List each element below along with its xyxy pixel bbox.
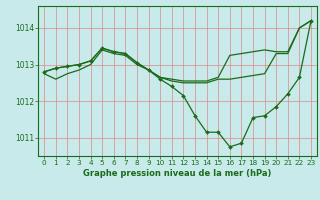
X-axis label: Graphe pression niveau de la mer (hPa): Graphe pression niveau de la mer (hPa)	[84, 169, 272, 178]
